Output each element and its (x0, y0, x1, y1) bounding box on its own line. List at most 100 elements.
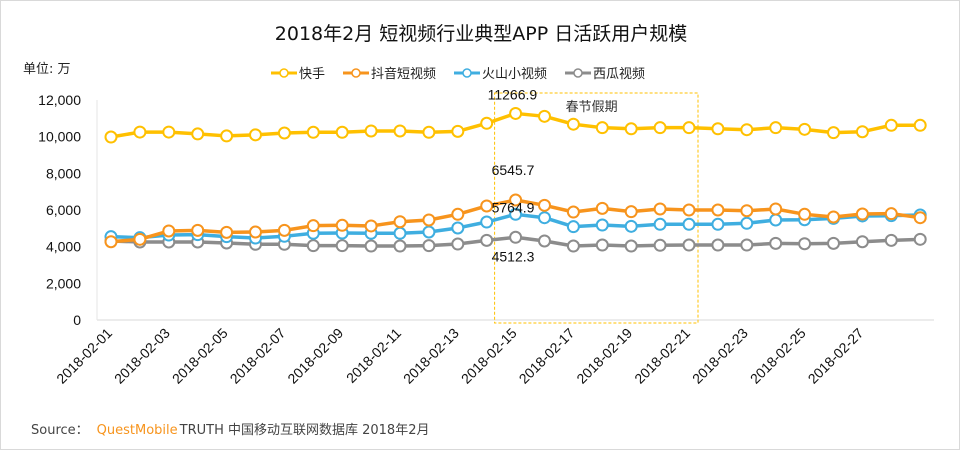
holiday-highlight-box (494, 92, 699, 324)
data-point (624, 122, 638, 136)
data-point (335, 218, 349, 232)
data-point (827, 210, 840, 224)
data-point (509, 193, 523, 207)
data-point (364, 124, 378, 138)
x-tick-label: 2018-02-23 (689, 325, 751, 387)
data-point (422, 125, 436, 139)
data-point (624, 219, 638, 233)
data-point (133, 232, 147, 246)
x-tick-label: 2018-02-27 (805, 325, 867, 387)
legend-marker-icon (454, 67, 481, 78)
legend-marker-icon (271, 67, 297, 78)
data-label: 11266.9 (488, 86, 538, 102)
legend-marker-icon (565, 67, 592, 78)
y-tick-label: 2,000 (46, 275, 81, 291)
data-point (884, 233, 898, 247)
data-point (653, 202, 667, 216)
data-point (104, 130, 118, 144)
y-tick-label: 6,000 (46, 202, 81, 218)
source-label: Source： (31, 423, 89, 438)
x-tick-label: 2018-02-13 (400, 325, 462, 387)
data-point (451, 237, 465, 251)
data-point (566, 117, 580, 131)
data-point (220, 225, 234, 239)
data-point (595, 238, 609, 252)
data-point (653, 121, 667, 135)
data-point (393, 239, 407, 253)
data-point (509, 106, 523, 120)
data-point (711, 238, 725, 252)
data-point (913, 232, 927, 246)
y-tick-label: 4,000 (46, 239, 81, 255)
data-point (913, 211, 927, 225)
data-point (711, 203, 725, 217)
data-point (711, 122, 725, 136)
data-point (393, 124, 407, 138)
data-point (595, 218, 609, 232)
data-point (480, 116, 494, 130)
data-point (595, 121, 609, 135)
data-point (566, 205, 580, 219)
data-point (480, 215, 494, 229)
legend-item[interactable]: 抖音短视频 (343, 63, 436, 82)
data-point (509, 207, 523, 221)
data-point (769, 202, 783, 216)
x-tick-label: 2018-02-25 (747, 325, 809, 387)
data-point (538, 198, 551, 212)
legend: 快手 抖音短视频 火山小视频 西瓜视频 (271, 63, 645, 82)
data-point (855, 125, 869, 139)
y-tick-label: 12,000 (38, 92, 81, 108)
data-point (682, 238, 696, 252)
data-point (827, 236, 840, 250)
data-label: 5764.9 (492, 199, 535, 215)
legend-label: 火山小视频 (482, 67, 548, 82)
data-point (740, 238, 754, 252)
legend-label: 抖音短视频 (371, 67, 437, 82)
data-point (884, 207, 898, 221)
legend-marker-icon (343, 67, 370, 78)
data-point (509, 230, 523, 244)
data-point (595, 201, 609, 215)
data-point (335, 239, 349, 253)
data-point (711, 217, 725, 231)
data-point (653, 217, 667, 231)
data-point (335, 125, 349, 139)
data-point (566, 239, 580, 253)
data-point (422, 239, 436, 253)
data-point (538, 234, 551, 248)
y-tick-label: 10,000 (38, 129, 81, 145)
legend-item[interactable]: 火山小视频 (454, 63, 547, 82)
data-point (538, 109, 551, 123)
data-point (133, 125, 147, 139)
data-point (451, 124, 465, 138)
data-point (538, 211, 551, 225)
x-tick-label: 2018-02-17 (516, 325, 578, 387)
legend-item[interactable]: 西瓜视频 (565, 63, 645, 82)
data-point (393, 215, 407, 229)
y-tick-label: 8,000 (46, 165, 81, 181)
data-point (769, 121, 783, 135)
data-point (451, 207, 465, 221)
data-point (855, 207, 869, 221)
chart-title: 2018年2月 短视频行业典型APP 日活跃用户规模 (274, 23, 688, 45)
data-point (624, 239, 638, 253)
data-point (422, 213, 436, 227)
x-tick-label: 2018-02-03 (111, 325, 173, 387)
x-tick-label: 2018-02-19 (573, 325, 635, 387)
x-tick-label: 2018-02-09 (284, 325, 346, 387)
data-point (769, 213, 783, 227)
x-tick-label: 2018-02-15 (458, 325, 520, 387)
data-point (653, 238, 667, 252)
data-point (480, 199, 494, 213)
data-point (249, 128, 262, 142)
legend-item[interactable]: 快手 (271, 63, 325, 82)
legend-label: 快手 (299, 67, 326, 82)
data-point (306, 219, 320, 233)
source-text: TRUTH 中国移动互联网数据库 2018年2月 (179, 423, 430, 438)
data-point (798, 207, 812, 221)
data-point (566, 220, 580, 234)
y-tick-label: 0 (73, 312, 81, 328)
data-point (162, 125, 176, 139)
